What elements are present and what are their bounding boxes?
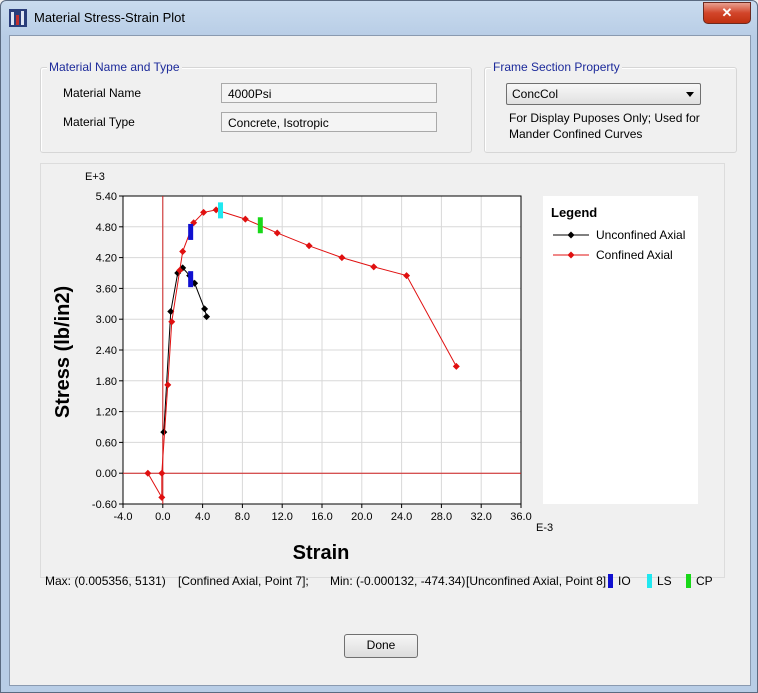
confined-axial-point [164,381,172,389]
dialog-body: Material Name and Type Material Name 400… [9,35,751,686]
max-reference: [Confined Axial, Point 7]; [178,574,309,588]
x-tick-label: 32.0 [470,511,491,523]
x-tick-label: 4.0 [195,511,210,523]
window-title: Material Stress-Strain Plot [34,10,185,25]
cp-label: CP [696,574,713,588]
material-name-label: Material Name [63,86,142,100]
confined-axial-point [305,242,313,250]
y-tick-label: 1.20 [96,407,117,419]
frame-section-selected: ConcCol [512,87,559,101]
y-tick-label: 5.40 [96,191,117,203]
confined-axial-point [212,206,220,214]
confined-axial-point [158,469,166,477]
y-tick-label: 2.40 [96,345,117,357]
y-tick-label: 0.60 [96,437,117,449]
ls-swatch [647,574,652,588]
frame-section-dropdown[interactable]: ConcCol [506,83,701,105]
confined-axial-point [403,272,411,280]
unconfined-axial-point [201,305,209,313]
x-multiplier-label: E-3 [536,522,553,534]
x-tick-label: 36.0 [510,511,531,523]
x-tick-label: 20.0 [351,511,372,523]
x-tick-label: 12.0 [271,511,292,523]
confined-axial-legend-marker [567,251,575,259]
confined-axial-point [168,318,176,326]
x-axis-title: Strain [293,542,350,564]
y-multiplier-label: E+3 [85,171,105,183]
y-tick-label: 4.20 [96,253,117,265]
material-type-label: Material Type [63,115,135,129]
close-button[interactable]: ✕ [703,2,751,24]
frame-section-note-line1: For Display Puposes Only; Used for [509,111,700,125]
frame-section-group-title: Frame Section Property [491,60,622,74]
confined-axial-point [176,266,184,274]
confined-axial-point [158,493,166,501]
ls-marker [218,202,224,219]
x-tick-label: -4.0 [114,511,133,523]
app-icon [9,9,27,27]
close-icon: ✕ [721,5,733,20]
confined-axial-point [273,229,281,237]
x-tick-label: 28.0 [431,511,452,523]
unconfined-axial-line [163,267,208,433]
x-tick-label: 16.0 [311,511,332,523]
stress-strain-chart: -4.0 0.0 4.0 8.0 12.0 16.0 20.0 24.0 28.0 32.0 36.… [52,171,698,564]
min-readout: Min: (-0.000132, -474.34) [330,574,466,588]
max-readout: Max: (0.005356, 5131) [45,574,166,588]
plot-frame [122,195,522,505]
x-tick-label: 24.0 [391,511,412,523]
material-name-field: 4000Psi [221,83,437,103]
material-group: Material Name and Type Material Name 400… [40,60,472,153]
cp-swatch [686,574,691,588]
io-swatch [608,574,613,588]
material-type-field: Concrete, Isotropic [221,112,437,132]
done-button[interactable]: Done [344,634,418,658]
unconfined-axial-point [203,313,211,321]
confined-axial-point [452,362,460,370]
y-axis-title: Stress (lb/in2) [52,286,74,418]
cp-marker [257,217,263,234]
confined-axial-legend-label: Confined Axial [596,248,673,262]
io-marker [188,223,194,240]
confined-axial-point [144,469,152,477]
io-label: IO [618,574,631,588]
confined-axial-point [200,208,208,216]
title-bar[interactable]: Material Stress-Strain Plot ✕ [1,1,757,35]
legend-title: Legend [551,205,597,220]
x-tick-label: 8.0 [235,511,250,523]
unconfined-axial-legend-label: Unconfined Axial [596,228,685,242]
y-tick-label: 1.80 [96,376,117,388]
confined-axial-point [370,263,378,271]
x-tick-label: 0.0 [155,511,170,523]
chevron-down-icon [686,92,694,97]
material-group-title: Material Name and Type [47,60,182,74]
confined-axial-point [338,254,346,262]
y-tick-label: 0.00 [96,468,117,480]
min-reference: [Unconfined Axial, Point 8] [466,574,607,588]
frame-section-note-line2: Mander Confined Curves [509,127,643,141]
y-tick-label: 4.80 [96,222,117,234]
plot-panel: -4.0 0.0 4.0 8.0 12.0 16.0 20.0 24.0 28.0 32.0 36.… [40,163,725,578]
ls-label: LS [657,574,672,588]
unconfined-axial-point [167,308,175,315]
unconfined-axial-legend-marker [567,231,575,239]
io-marker [188,271,194,288]
legend: Legend Unconfined Axial Confined Axial [543,196,698,504]
unconfined-axial-point [160,428,168,436]
confined-axial-point [241,215,249,223]
y-tick-label: 3.00 [96,314,117,326]
y-tick-label: 3.60 [96,283,117,295]
frame-section-group: Frame Section Property ConcCol For Displ… [484,60,737,153]
y-tick-label: -0.60 [92,499,117,511]
confined-axial-point [179,247,187,255]
